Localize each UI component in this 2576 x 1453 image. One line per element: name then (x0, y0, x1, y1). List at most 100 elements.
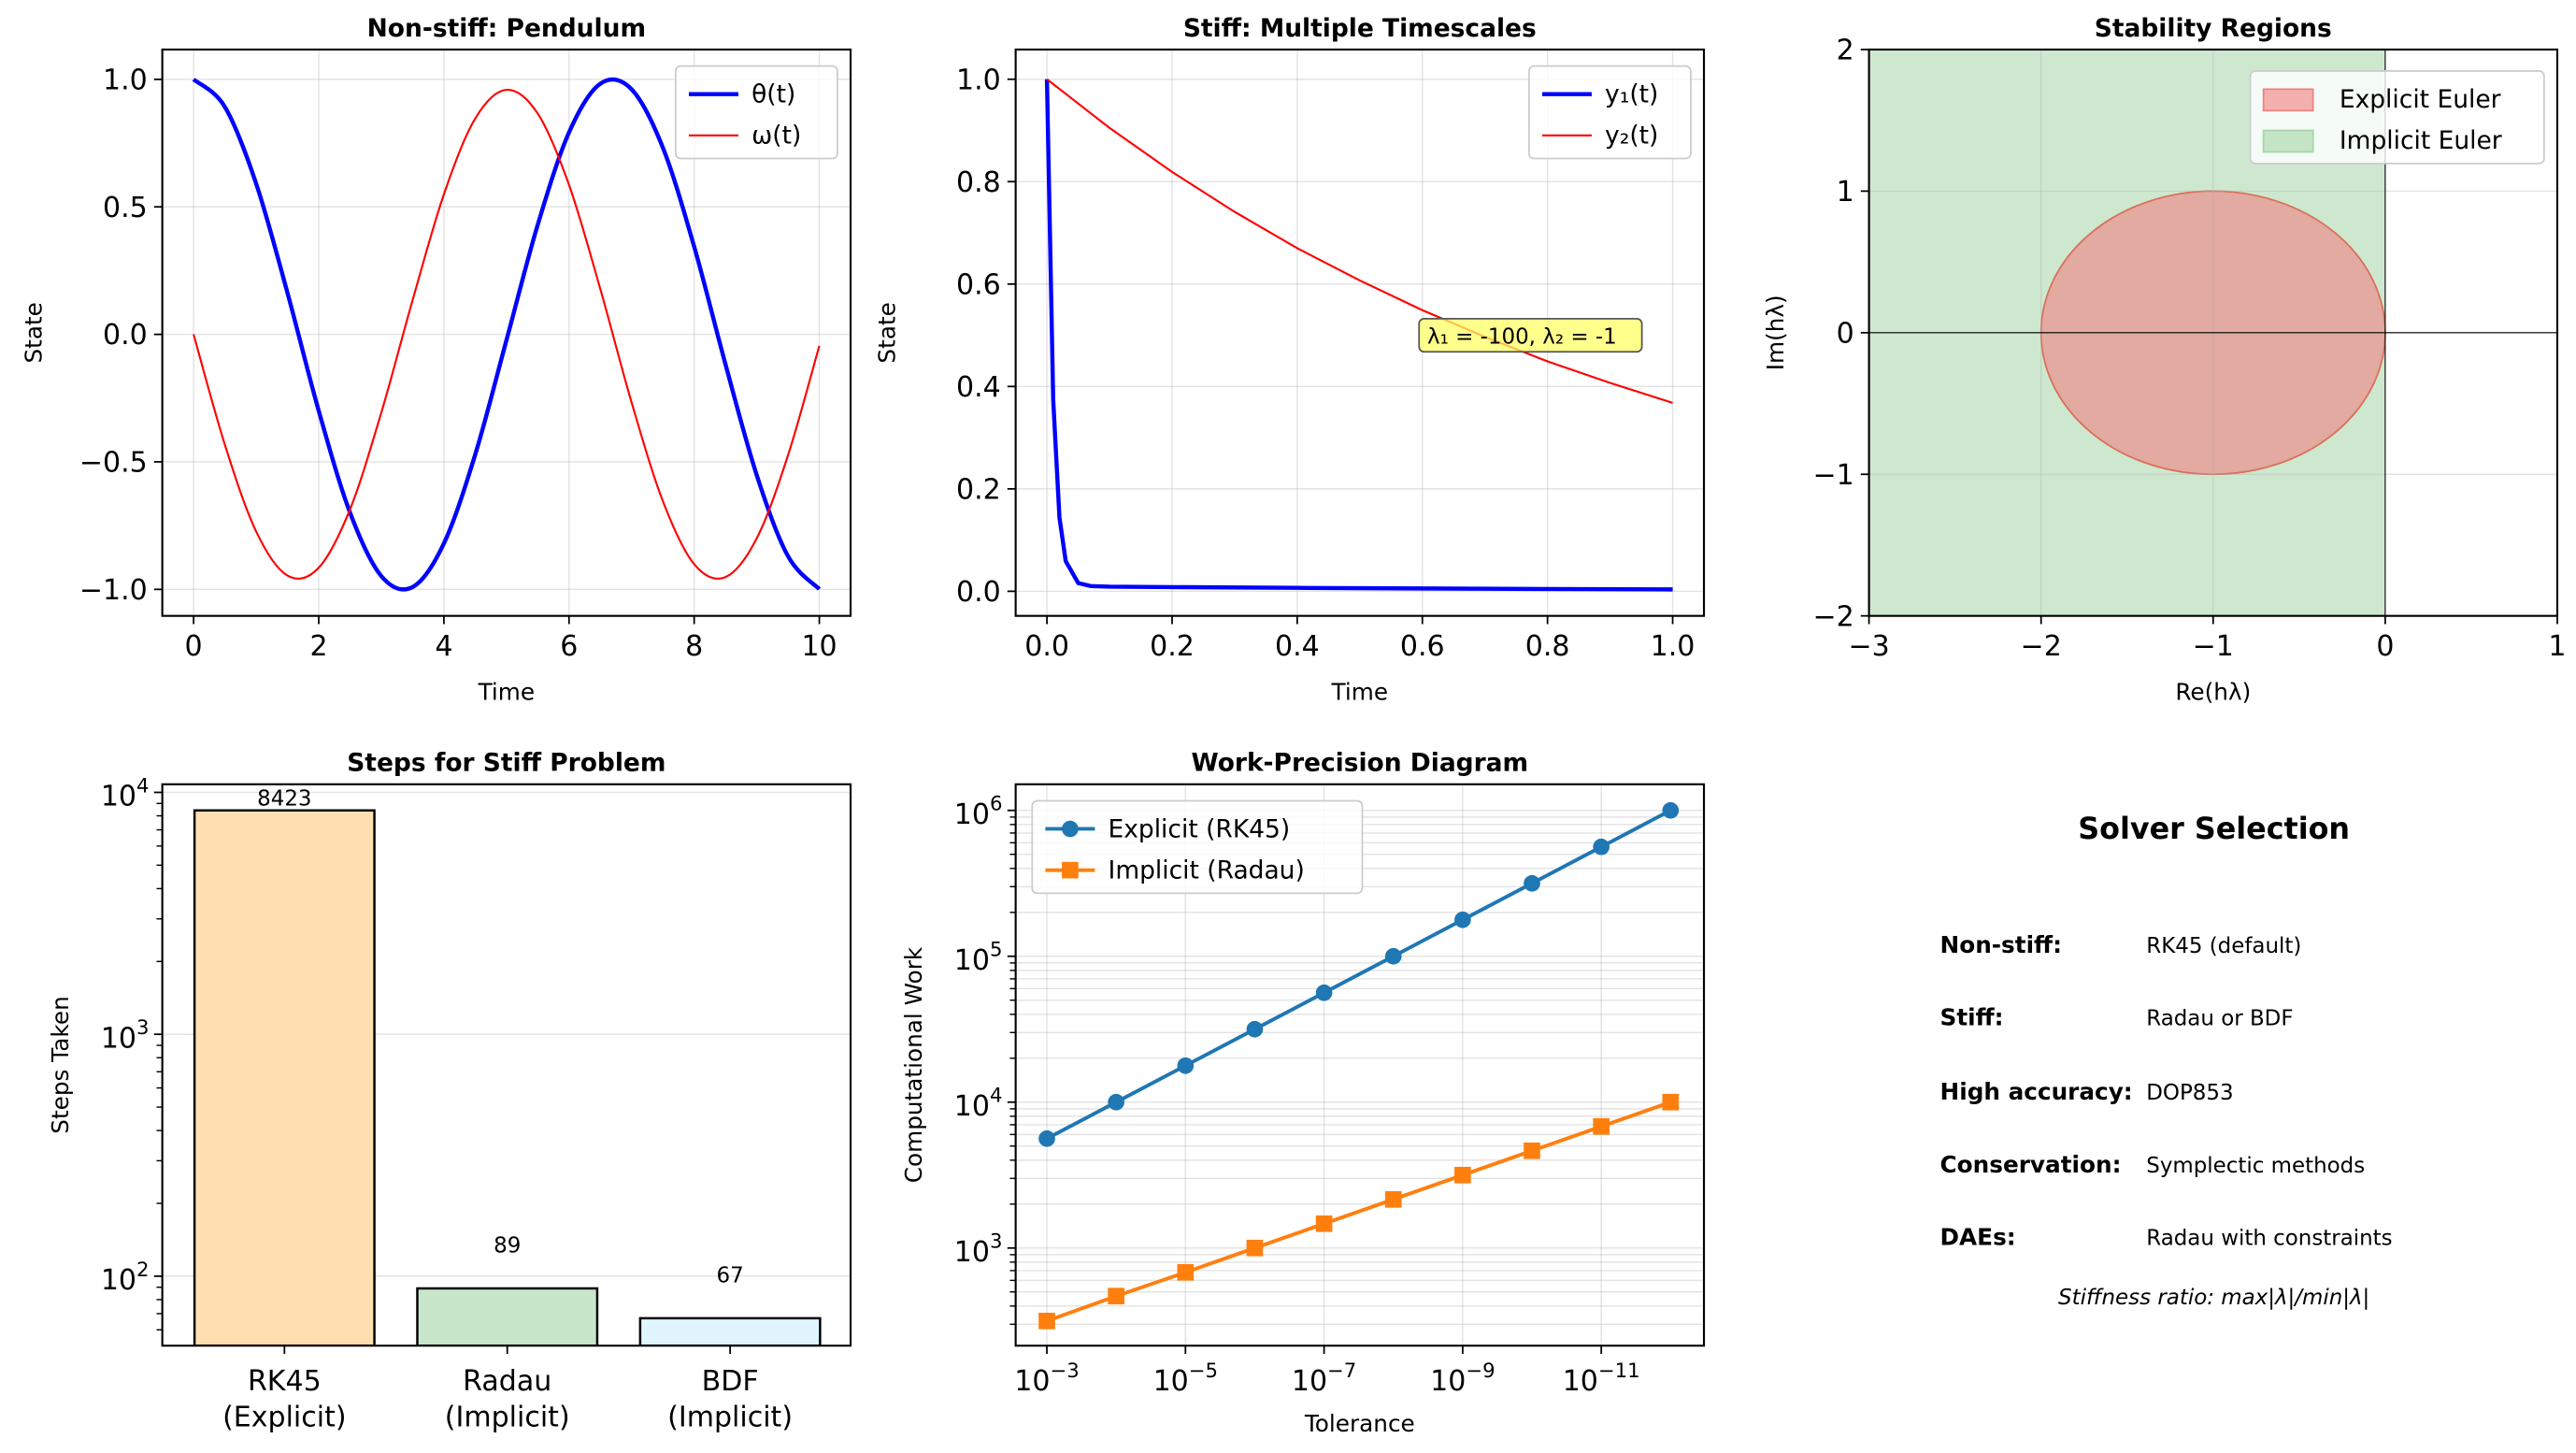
chart-title: Stability Regions (2095, 14, 2332, 43)
data-point (1593, 1117, 1610, 1135)
data-point (1038, 1129, 1055, 1147)
tick-label-y: 0.8 (956, 166, 1001, 199)
tick-label-y: 104 (101, 773, 150, 813)
legend-label: θ(t) (751, 79, 795, 108)
legend-box (2249, 70, 2545, 165)
solver-row-value: Symplectic methods (2146, 1154, 2365, 1178)
bar (638, 1316, 822, 1346)
series-line-1 (1046, 78, 1673, 404)
data-point (1315, 1215, 1333, 1232)
plot-area (1868, 49, 2557, 616)
bar-value-label: 8423 (257, 787, 311, 812)
data-point (1593, 838, 1610, 856)
data-point (1454, 911, 1471, 928)
data-point (1662, 801, 1680, 819)
chart-title: Work-Precision Diagram (1191, 749, 1528, 778)
legend-label: Implicit (Radau) (1109, 856, 1305, 885)
legend-marker (1062, 861, 1079, 879)
legend-box (1031, 799, 1364, 895)
data-point (1108, 1288, 1124, 1305)
tick-label-y: 0.0 (103, 319, 148, 352)
bar (193, 809, 376, 1346)
chart-panel-5: 10−3 10−5 10−7 10−9 10−11 103 104 105 106 Work-Pr… (900, 749, 1706, 1437)
tick-label-y: −0.5 (79, 447, 148, 480)
solver-row-value: DOP853 (2146, 1081, 2233, 1105)
tick-label-y: 0 (1837, 317, 1854, 350)
plot-area (162, 791, 852, 1346)
data-point (1524, 1142, 1540, 1159)
tick-label-y: 0.5 (103, 192, 148, 224)
tick-label-x: 2 (309, 630, 327, 663)
data-point (1108, 1093, 1124, 1111)
tick-label-x: 0.8 (1525, 630, 1570, 663)
tick-label-y: −1.0 (79, 574, 148, 607)
legend: θ(t) ω(t) (674, 65, 838, 160)
data-point (1454, 1166, 1471, 1184)
tick-label-x: 10−11 (1563, 1359, 1640, 1398)
data-point (1662, 1093, 1680, 1111)
tick-label-x: 0.2 (1150, 630, 1195, 663)
legend: Explicit Euler Implicit Euler (2249, 70, 2545, 165)
tick-label-y: 104 (954, 1084, 1003, 1123)
tick-label-x: 10−9 (1430, 1359, 1495, 1398)
tick-label-x: 0 (185, 630, 203, 663)
solver-row-label: Stiff: (1940, 1004, 2004, 1031)
solver-footnote: Stiffness ratio: max|λ|/min|λ| (2058, 1286, 2369, 1310)
y-axis-label: Computational Work (900, 946, 927, 1183)
solver-row-label: Conservation: (1940, 1151, 2122, 1178)
tick-label-y: 0.6 (956, 268, 1001, 301)
y-axis-label: Im(hλ) (1762, 295, 1789, 370)
legend-label: ω(t) (751, 122, 801, 151)
chart-title: Steps for Stiff Problem (347, 749, 665, 778)
x-axis-label: Time (1331, 679, 1389, 706)
data-point (1177, 1263, 1195, 1281)
solver-row-label: Non-stiff: (1940, 931, 2062, 958)
x-axis-label: Tolerance (1304, 1410, 1415, 1437)
chart-panel-2: λ₁ = -100, λ₂ = -1 0.0 0.2 0.4 0.6 0.8 1.0 0.0 0… (874, 14, 1706, 706)
tick-label-x: 0.0 (1024, 630, 1069, 663)
tick-label-x: 1.0 (1651, 630, 1696, 663)
tick-label-x: −1 (2193, 630, 2234, 663)
tick-label-x: 1 (2548, 630, 2566, 663)
annotation-text: λ₁ = -100, λ₂ = -1 (1427, 324, 1617, 349)
data-point (1384, 1190, 1402, 1208)
tick-label-y: 0.0 (956, 576, 1001, 609)
tick-label-y: 1.0 (103, 64, 148, 96)
series-line-1 (193, 89, 821, 580)
legend: Explicit (RK45) Implicit (Radau) (1031, 799, 1364, 895)
tick-label-y: 0.4 (956, 371, 1001, 404)
tick-label-y: 1.0 (956, 64, 1001, 96)
chart-panel-4: 8423 RK45 (Explicit) 89 Radau (Implicit) 67 BDF… (47, 749, 852, 1434)
legend-swatch (2262, 88, 2314, 112)
tick-label-x: 10−5 (1153, 1359, 1218, 1398)
tick-label-x: 0 (2376, 630, 2394, 663)
tick-label-y: 1 (1837, 176, 1854, 209)
tick-label-x: −3 (1848, 630, 1889, 663)
plot-area (1015, 49, 1705, 616)
category-label: RK45 (Explicit) (222, 1365, 347, 1434)
legend-label: Explicit Euler (2340, 85, 2501, 114)
series-line-0 (1046, 809, 1672, 1141)
axes-frame (161, 783, 852, 1347)
tick-label-x: 4 (435, 630, 452, 663)
tick-label-x: 6 (560, 630, 578, 663)
tick-label-x: 10 (801, 630, 837, 663)
legend-marker (1062, 820, 1079, 838)
tick-label-y: −1 (1812, 459, 1853, 492)
solver-panel-title: Solver Selection (2078, 813, 2350, 846)
series-line-1 (1046, 1100, 1671, 1323)
tick-label-x: −2 (2021, 630, 2062, 663)
data-point (1384, 947, 1402, 965)
legend-label: y₂(t) (1605, 122, 1658, 151)
axes-frame (1014, 48, 1706, 617)
tick-label-y: 103 (954, 1230, 1003, 1269)
series-line-0 (192, 77, 822, 592)
tick-label-y: 103 (101, 1015, 150, 1055)
tick-label-y: 106 (954, 792, 1003, 831)
bar (416, 1287, 599, 1346)
solver-row-value: Radau with constraints (2146, 1226, 2392, 1250)
data-point (1246, 1020, 1264, 1038)
tick-label-x: 0.6 (1400, 630, 1445, 663)
data-point (1524, 874, 1540, 892)
